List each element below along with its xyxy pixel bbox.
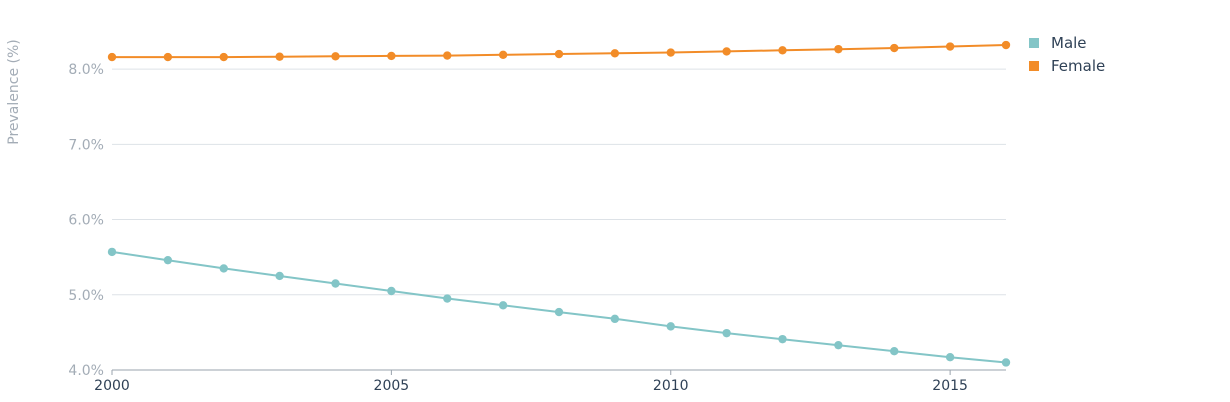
data-point-male[interactable] bbox=[610, 314, 620, 324]
y-tick-label: 7.0% bbox=[68, 137, 104, 153]
y-tick-label: 6.0% bbox=[68, 213, 104, 229]
data-point-male[interactable] bbox=[107, 247, 117, 257]
series-line-male bbox=[111, 250, 1007, 364]
data-point-female[interactable] bbox=[890, 43, 899, 53]
x-tick-label: 2000 bbox=[94, 378, 130, 394]
data-point-female[interactable] bbox=[834, 44, 843, 54]
legend-label-male[interactable]: Male bbox=[1051, 34, 1087, 52]
legend-label-female[interactable]: Female bbox=[1051, 57, 1105, 75]
data-point-female[interactable] bbox=[275, 52, 284, 61]
y-tick-label: 5.0% bbox=[68, 288, 104, 304]
legend-swatch-female bbox=[1029, 61, 1039, 71]
data-point-male[interactable] bbox=[834, 340, 843, 350]
data-point-female[interactable] bbox=[610, 49, 620, 58]
x-tick-label: 2010 bbox=[653, 378, 689, 394]
data-point-male[interactable] bbox=[275, 271, 284, 281]
data-point-female[interactable] bbox=[778, 46, 787, 55]
data-point-female[interactable] bbox=[498, 50, 508, 59]
legend: Male Female bbox=[1029, 34, 1105, 75]
x-tick-label: 2005 bbox=[374, 378, 410, 394]
data-point-male[interactable] bbox=[219, 264, 228, 273]
y-axis-title: Prevalence (%) bbox=[6, 39, 22, 145]
data-point-male[interactable] bbox=[163, 255, 173, 265]
data-point-male[interactable] bbox=[1001, 358, 1011, 367]
data-point-female[interactable] bbox=[722, 47, 731, 56]
data-point-male[interactable] bbox=[554, 307, 564, 317]
data-point-female[interactable] bbox=[443, 51, 452, 60]
data-point-female[interactable] bbox=[163, 52, 173, 62]
data-point-male[interactable] bbox=[666, 322, 675, 331]
data-point-female[interactable] bbox=[1001, 40, 1011, 50]
axes: 4.0% 5.0% 6.0% 7.0% 8.0% 2000 2005 2010 2015 bbox=[68, 62, 1006, 394]
x-tick-label: 2015 bbox=[932, 378, 968, 394]
data-point-male[interactable] bbox=[945, 353, 955, 362]
data-point-male[interactable] bbox=[722, 328, 731, 338]
data-point-female[interactable] bbox=[219, 52, 228, 62]
data-points bbox=[107, 40, 1011, 367]
data-point-female[interactable] bbox=[666, 48, 675, 57]
legend-swatch-male bbox=[1029, 38, 1039, 48]
data-point-female[interactable] bbox=[387, 51, 396, 61]
grid-lines bbox=[112, 68, 1006, 296]
data-point-female[interactable] bbox=[107, 52, 117, 62]
data-point-female[interactable] bbox=[331, 52, 340, 61]
data-point-male[interactable] bbox=[331, 279, 340, 288]
data-point-male[interactable] bbox=[443, 294, 452, 303]
data-point-female[interactable] bbox=[554, 49, 564, 59]
data-point-male[interactable] bbox=[778, 334, 787, 344]
data-point-male[interactable] bbox=[498, 301, 508, 310]
data-point-male[interactable] bbox=[387, 286, 396, 296]
data-point-male[interactable] bbox=[890, 346, 899, 356]
y-tick-label: 4.0% bbox=[68, 363, 104, 379]
y-tick-label: 8.0% bbox=[68, 62, 104, 78]
data-point-female[interactable] bbox=[945, 42, 955, 51]
